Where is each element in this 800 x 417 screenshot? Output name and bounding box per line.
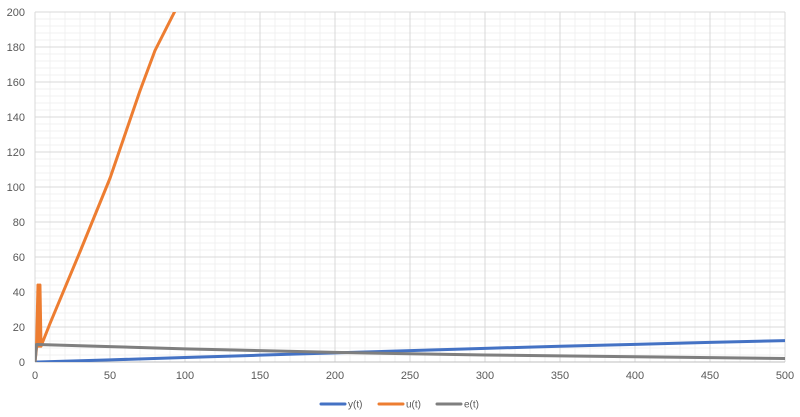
- y-tick-label: 140: [7, 112, 25, 124]
- x-tick-label: 450: [701, 370, 719, 382]
- x-tick-label: 350: [551, 370, 569, 382]
- y-tick-label: 0: [19, 357, 25, 369]
- x-tick-label: 200: [326, 370, 344, 382]
- legend-label: u(t): [406, 400, 421, 411]
- x-tick-label: 0: [32, 370, 38, 382]
- legend-item: e(t): [435, 400, 479, 411]
- legend-item: u(t): [377, 400, 421, 411]
- y-axis-tick-labels: 0 20 40 60 80 100 120 140 160 180 200: [7, 7, 25, 369]
- legend-label: e(t): [464, 400, 479, 411]
- series-lines: [35, 12, 785, 362]
- y-tick-label: 160: [7, 77, 25, 89]
- x-tick-label: 300: [476, 370, 494, 382]
- x-tick-label: 250: [401, 370, 419, 382]
- x-axis-tick-labels: 0 50 100 150 200 250 300 350 400 450 500: [32, 370, 794, 382]
- y-tick-label: 120: [7, 147, 25, 159]
- y-tick-label: 100: [7, 182, 25, 194]
- legend: y(t) u(t) e(t): [319, 400, 479, 411]
- y-tick-label: 80: [13, 217, 25, 229]
- y-tick-label: 20: [13, 322, 25, 334]
- x-tick-label: 400: [626, 370, 644, 382]
- y-tick-label: 180: [7, 42, 25, 54]
- y-tick-label: 60: [13, 252, 25, 264]
- y-tick-label: 200: [7, 7, 25, 19]
- legend-item: y(t): [319, 400, 362, 411]
- major-gridlines: [34, 11, 786, 363]
- x-tick-label: 150: [251, 370, 269, 382]
- x-tick-label: 100: [176, 370, 194, 382]
- series-line-et: [35, 343, 785, 362]
- series-line-ut: [35, 12, 176, 362]
- x-tick-label: 500: [776, 370, 794, 382]
- legend-label: y(t): [348, 400, 362, 411]
- y-tick-label: 40: [13, 287, 25, 299]
- x-tick-label: 50: [104, 370, 116, 382]
